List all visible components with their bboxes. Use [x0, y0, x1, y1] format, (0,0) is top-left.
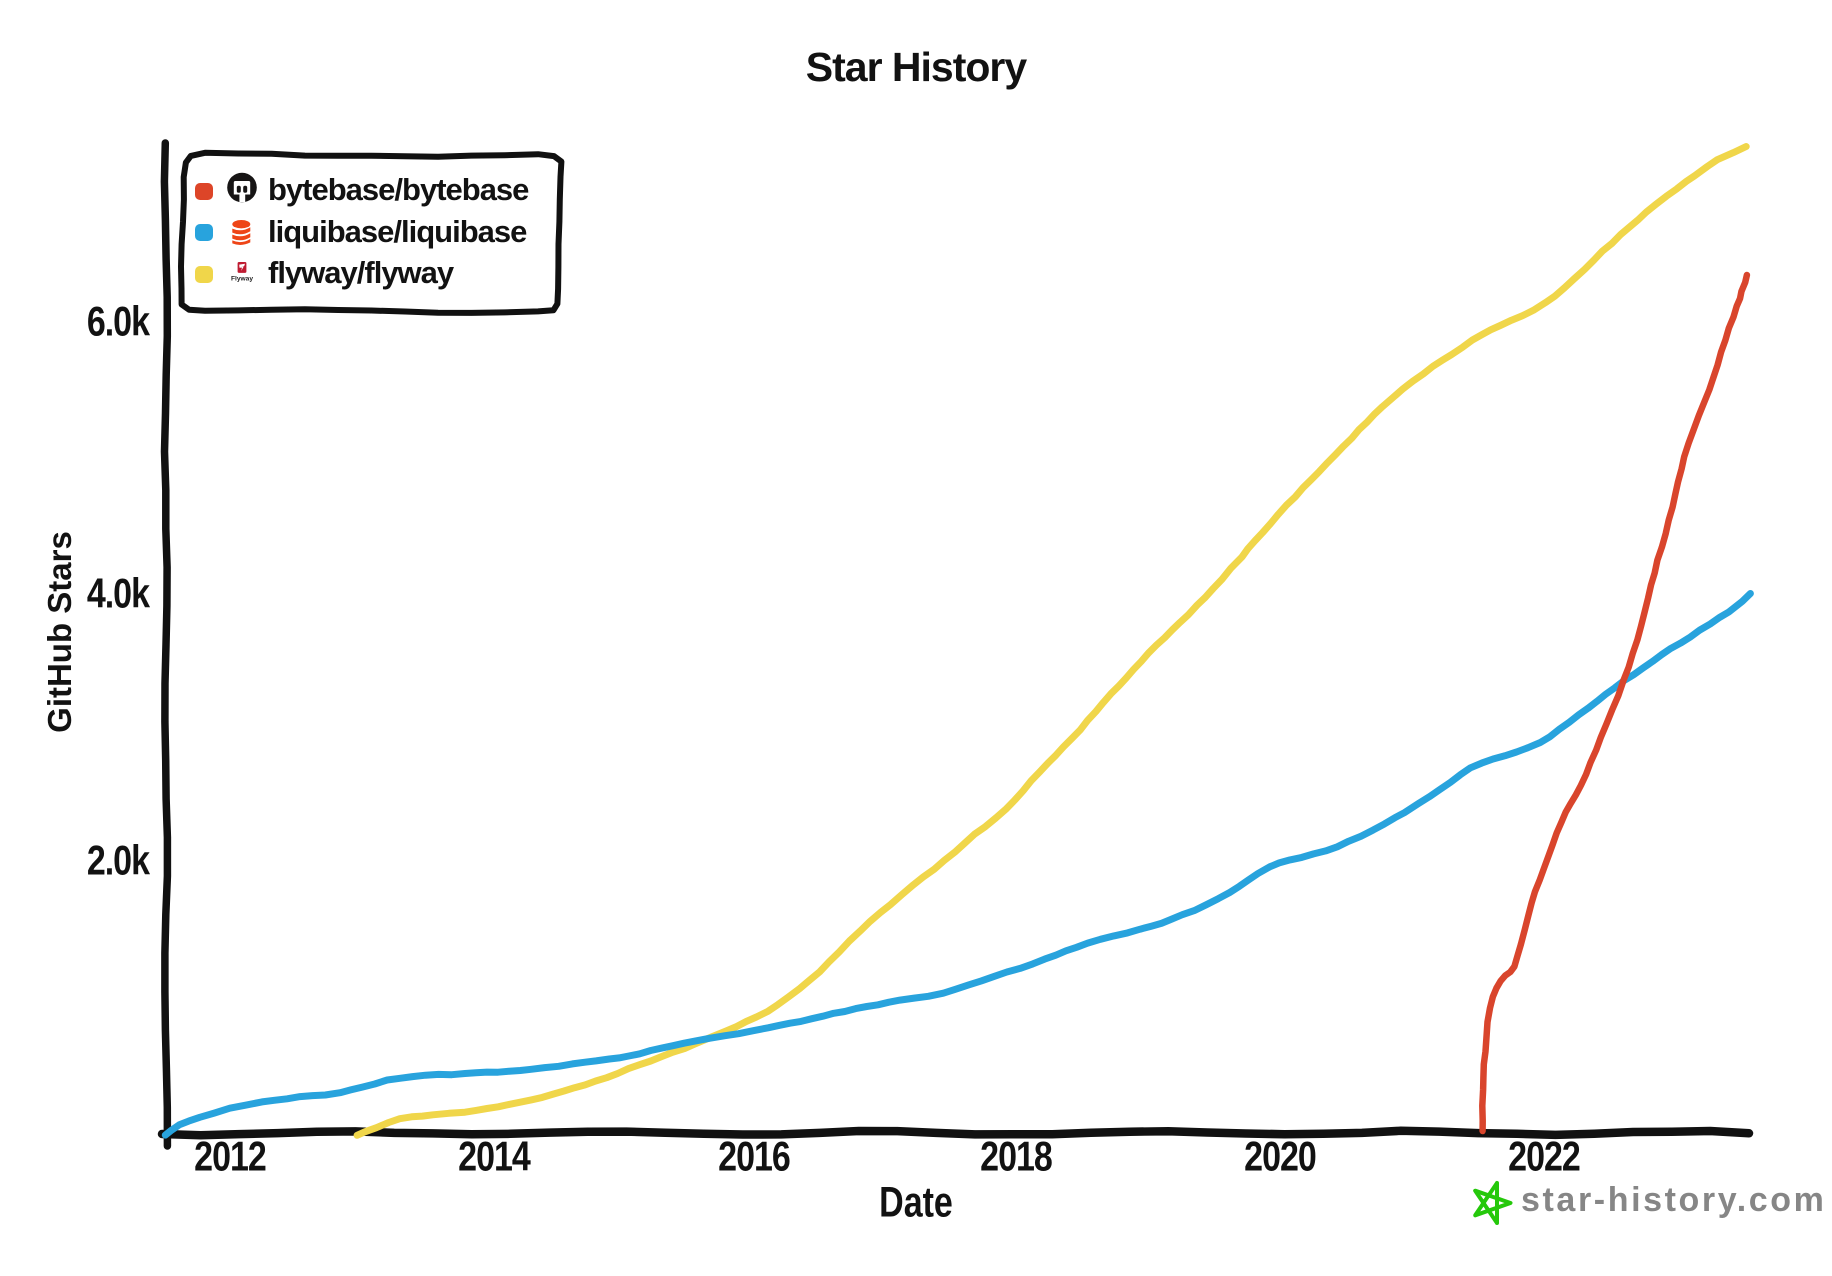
svg-text:Flyway: Flyway [231, 276, 253, 283]
